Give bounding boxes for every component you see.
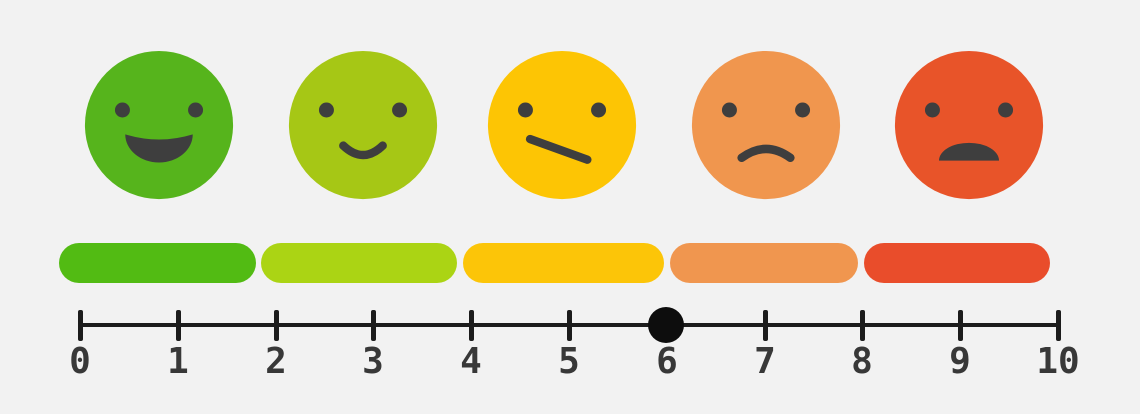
segment-happy[interactable]: [261, 243, 457, 283]
tick-8: [860, 310, 865, 341]
tick-label-6: 6: [656, 341, 678, 382]
tick-label-1: 1: [167, 341, 189, 382]
tick-1: [176, 310, 181, 341]
segment-unhappy[interactable]: [670, 243, 858, 283]
face-skin: [288, 50, 438, 200]
face-happy[interactable]: [288, 50, 438, 200]
tick-0: [78, 310, 83, 341]
tick-2: [274, 310, 279, 341]
left-eye-icon: [924, 102, 940, 118]
tick-10: [1056, 310, 1061, 341]
smile-mouth-icon: [339, 141, 387, 160]
face-very-unhappy[interactable]: [894, 50, 1044, 200]
segment-very-happy[interactable]: [59, 243, 256, 283]
left-eye-icon: [318, 102, 334, 118]
tick-label-3: 3: [362, 341, 384, 382]
tick-label-10: 10: [1036, 341, 1080, 382]
tick-label-7: 7: [754, 341, 776, 382]
right-eye-icon: [998, 102, 1014, 118]
tick-label-9: 9: [949, 341, 971, 382]
tick-label-5: 5: [558, 341, 580, 382]
selected-value-marker[interactable]: [648, 307, 684, 343]
tick-3: [371, 310, 376, 341]
tick-9: [958, 310, 963, 341]
face-very-happy[interactable]: [84, 50, 234, 200]
tick-label-0: 0: [69, 341, 91, 382]
right-eye-icon: [795, 102, 811, 118]
tick-7: [763, 310, 768, 341]
tick-label-4: 4: [460, 341, 482, 382]
right-eye-icon: [188, 102, 204, 118]
right-eye-icon: [392, 102, 408, 118]
big-smile-mouth-icon: [125, 134, 193, 163]
face-skin: [487, 50, 637, 200]
tick-label-2: 2: [265, 341, 287, 382]
face-skin: [84, 50, 234, 200]
right-eye-icon: [591, 102, 607, 118]
face-neutral[interactable]: [487, 50, 637, 200]
face-unhappy[interactable]: [691, 50, 841, 200]
slanted-mouth-icon: [525, 134, 592, 164]
open-frown-mouth-icon: [939, 142, 999, 161]
segment-neutral[interactable]: [463, 243, 664, 283]
left-eye-icon: [517, 102, 533, 118]
frown-mouth-icon: [737, 144, 795, 163]
tick-5: [567, 310, 572, 341]
tick-label-8: 8: [851, 341, 873, 382]
tick-4: [469, 310, 474, 341]
segment-very-unhappy[interactable]: [864, 243, 1050, 283]
left-eye-icon: [114, 102, 130, 118]
left-eye-icon: [721, 102, 737, 118]
face-skin: [894, 50, 1044, 200]
face-skin: [691, 50, 841, 200]
